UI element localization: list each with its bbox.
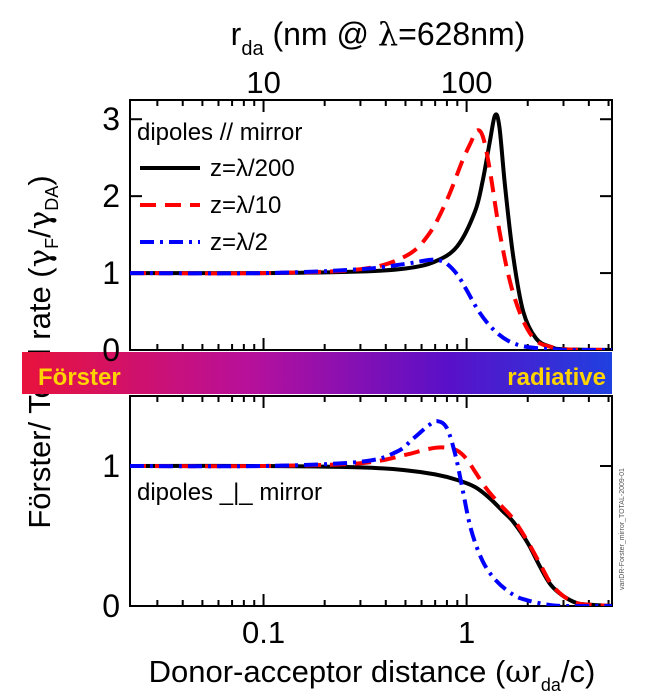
bottom-y-tick-label: 1 <box>102 448 120 484</box>
top-tick-label: 10 <box>246 65 280 100</box>
top-series-line-2 <box>130 128 612 350</box>
top-tick-label: 100 <box>441 65 493 100</box>
top-series-line-3 <box>130 257 612 350</box>
axis-ticks: 0 1 2 3 0 1 0.1 1 10 100 <box>102 65 612 650</box>
x-tick-label: 0.1 <box>242 615 285 650</box>
legend-label-3: z=λ/2 <box>210 229 268 256</box>
regime-band <box>22 352 612 394</box>
top-panel-frame <box>129 99 613 351</box>
bottom-series-line-2 <box>130 445 612 606</box>
band-label-radiative: radiative <box>507 364 606 391</box>
x-tick-label: 1 <box>458 615 475 650</box>
top-y-tick-label: 0 <box>102 332 120 368</box>
bottom-y-tick-label: 0 <box>102 588 120 624</box>
top-series-line-1 <box>130 112 612 350</box>
legend-label-1: z=λ/200 <box>210 155 295 182</box>
legend-label-2: z=λ/10 <box>210 192 281 219</box>
legend: z=λ/200 z=λ/10 z=λ/2 <box>140 155 295 256</box>
watermark: vanDR-Forster_mirror_TOTAL-2009-01 <box>619 468 626 590</box>
band-label-forster: Förster <box>38 364 121 391</box>
bottom-series-line-3 <box>130 419 612 606</box>
x-axis-label: Donor-acceptor distance (ωrda/c) <box>149 654 596 695</box>
bottom-panel-title: dipoles _|_ mirror <box>137 479 322 506</box>
top-y-tick-label: 1 <box>102 255 120 291</box>
y-axis-label: Förster/ Total rate (γF/γDA) <box>22 175 62 528</box>
top-y-tick-label: 2 <box>102 178 120 214</box>
top-axis-label: rda (nm @ λ=628nm) <box>231 15 526 60</box>
top-panel-series <box>130 112 612 350</box>
bottom-panel-frame <box>129 395 613 607</box>
top-y-tick-label: 3 <box>102 101 120 137</box>
top-panel-title: dipoles // mirror <box>137 119 302 146</box>
bottom-panel-series <box>130 419 612 606</box>
